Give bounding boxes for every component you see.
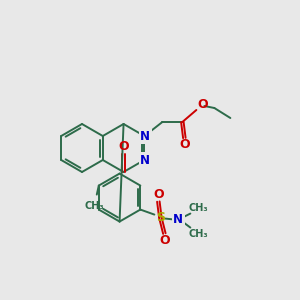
Text: S: S [156, 211, 165, 224]
Text: O: O [159, 234, 170, 247]
Text: O: O [153, 188, 164, 201]
Text: O: O [118, 140, 129, 154]
Text: O: O [197, 98, 208, 112]
Text: N: N [140, 154, 150, 166]
Text: CH₃: CH₃ [188, 229, 208, 238]
Text: O: O [179, 139, 190, 152]
Text: N: N [140, 130, 150, 142]
Text: CH₃: CH₃ [188, 202, 208, 213]
Text: CH₃: CH₃ [85, 201, 105, 211]
Text: N: N [173, 213, 183, 226]
